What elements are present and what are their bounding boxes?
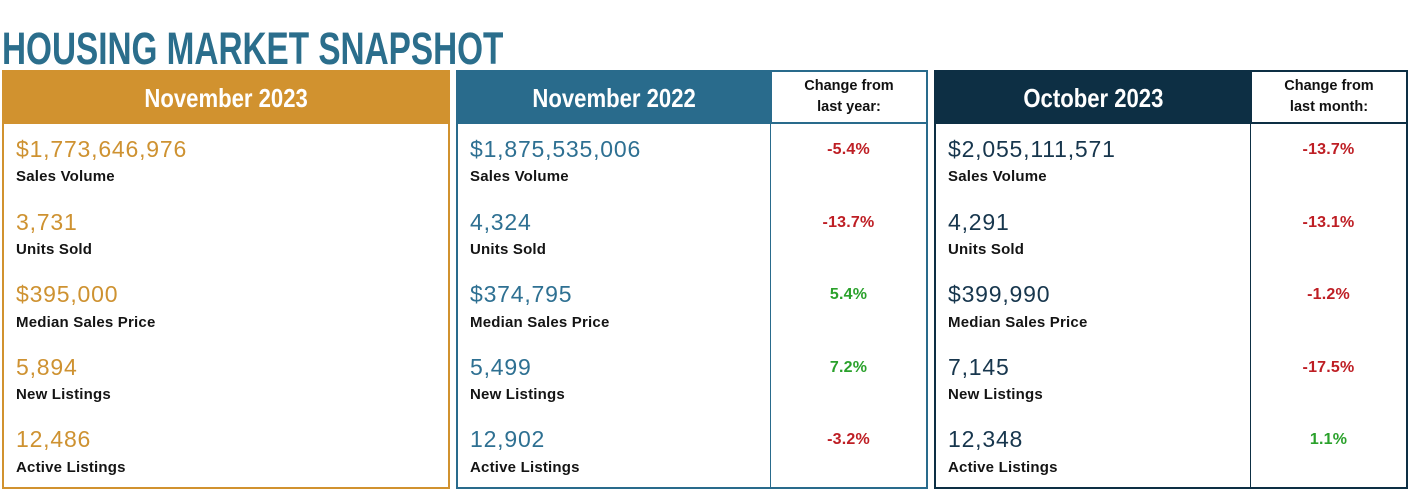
change-cell: -13.7% [770, 196, 926, 270]
panel-november-2022: November 2022 Change from last year: $1,… [456, 70, 928, 489]
metric-value: $395,000 [16, 281, 119, 308]
change-column-header: Change from last month: [1250, 72, 1406, 124]
change-cell: 5.4% [770, 269, 926, 342]
change-value: 1.1% [1309, 431, 1348, 449]
metric-value: 12,486 [16, 426, 92, 453]
metric-label: Active Listings [948, 458, 1058, 476]
change-cell: -5.4% [770, 124, 926, 197]
metric-value: $374,795 [470, 281, 573, 308]
metric-value: 5,499 [470, 353, 532, 380]
change-value: 7.2% [829, 358, 868, 376]
panel-body: $1,773,646,976 Sales Volume 3,731 Units … [4, 124, 448, 487]
change-cell: -13.7% [1250, 124, 1406, 197]
change-value: -13.7% [1302, 141, 1355, 158]
metric-value: $2,055,111,571 [948, 136, 1116, 162]
change-value: -13.7% [822, 213, 875, 231]
metric-value: $399,990 [948, 281, 1051, 308]
metric-label: Sales Volume [470, 168, 569, 186]
change-cell: 1.1% [1250, 414, 1406, 487]
metric-median-sales-price: $399,990 Median Sales Price [936, 269, 1250, 342]
change-cell: 7.2% [770, 341, 926, 415]
change-value: 5.4% [829, 286, 868, 304]
change-cell: -3.2% [770, 414, 926, 487]
metric-label: Median Sales Price [16, 313, 156, 331]
metric-value: $1,875,535,006 [470, 136, 642, 162]
metric-new-listings: 7,145 New Listings [936, 342, 1250, 415]
metric-label: New Listings [470, 386, 565, 404]
metric-label: Active Listings [16, 458, 126, 476]
change-value: -17.5% [1302, 358, 1355, 376]
metric-label: Median Sales Price [948, 313, 1088, 331]
metric-label: Sales Volume [16, 168, 115, 186]
metric-value: 4,324 [470, 208, 532, 235]
change-cell: -13.1% [1250, 196, 1406, 270]
metric-label: Sales Volume [948, 168, 1047, 186]
metric-value: 12,348 [948, 426, 1024, 453]
metric-median-sales-price: $374,795 Median Sales Price [458, 269, 770, 342]
change-value: -3.2% [827, 431, 870, 449]
panel-november-2023: November 2023 $1,773,646,976 Sales Volum… [2, 70, 450, 489]
panel-header: November 2023 [4, 72, 448, 124]
panel-title: October 2023 [1022, 82, 1164, 113]
metric-units-sold: 4,291 Units Sold [936, 197, 1250, 270]
metric-active-listings: 12,348 Active Listings [936, 414, 1250, 487]
change-column-header: Change from last year: [770, 72, 926, 124]
metric-median-sales-price: $395,000 Median Sales Price [4, 269, 448, 342]
metric-label: Units Sold [16, 241, 93, 259]
metric-label: Units Sold [470, 241, 547, 259]
change-cell: -17.5% [1250, 341, 1406, 415]
metric-value: 3,731 [16, 208, 78, 235]
change-cell: -1.2% [1250, 269, 1406, 342]
metric-active-listings: 12,902 Active Listings [458, 414, 770, 487]
metric-new-listings: 5,499 New Listings [458, 342, 770, 415]
metric-units-sold: 3,731 Units Sold [4, 197, 448, 270]
metric-value: 5,894 [16, 353, 78, 380]
metric-new-listings: 5,894 New Listings [4, 342, 448, 415]
metric-label: Median Sales Price [470, 313, 610, 331]
metric-value: 7,145 [948, 353, 1010, 380]
panels-board: November 2023 $1,773,646,976 Sales Volum… [2, 70, 1408, 489]
change-value: -1.2% [1307, 286, 1350, 304]
metric-sales-volume: $1,875,535,006 Sales Volume [458, 124, 770, 197]
panel-title: November 2023 [144, 82, 308, 113]
page-title: HOUSING MARKET SNAPSHOT [2, 23, 504, 75]
change-value: -5.4% [827, 141, 870, 158]
metric-value: 4,291 [948, 208, 1010, 235]
metric-sales-volume: $2,055,111,571 Sales Volume [936, 124, 1250, 197]
metric-sales-volume: $1,773,646,976 Sales Volume [4, 124, 448, 197]
metric-label: New Listings [948, 386, 1043, 404]
metric-label: Units Sold [948, 241, 1025, 259]
panel-october-2023: October 2023 Change from last month: $2,… [934, 70, 1408, 489]
metric-value: $1,773,646,976 [16, 136, 188, 162]
panel-header: November 2022 [458, 72, 770, 124]
change-value: -13.1% [1302, 213, 1355, 231]
metric-active-listings: 12,486 Active Listings [4, 414, 448, 487]
metric-label: Active Listings [470, 458, 580, 476]
metric-value: 12,902 [470, 426, 546, 453]
panel-title: November 2022 [532, 82, 696, 113]
metric-label: New Listings [16, 386, 111, 404]
panel-header: October 2023 [936, 72, 1250, 124]
metric-units-sold: 4,324 Units Sold [458, 197, 770, 270]
